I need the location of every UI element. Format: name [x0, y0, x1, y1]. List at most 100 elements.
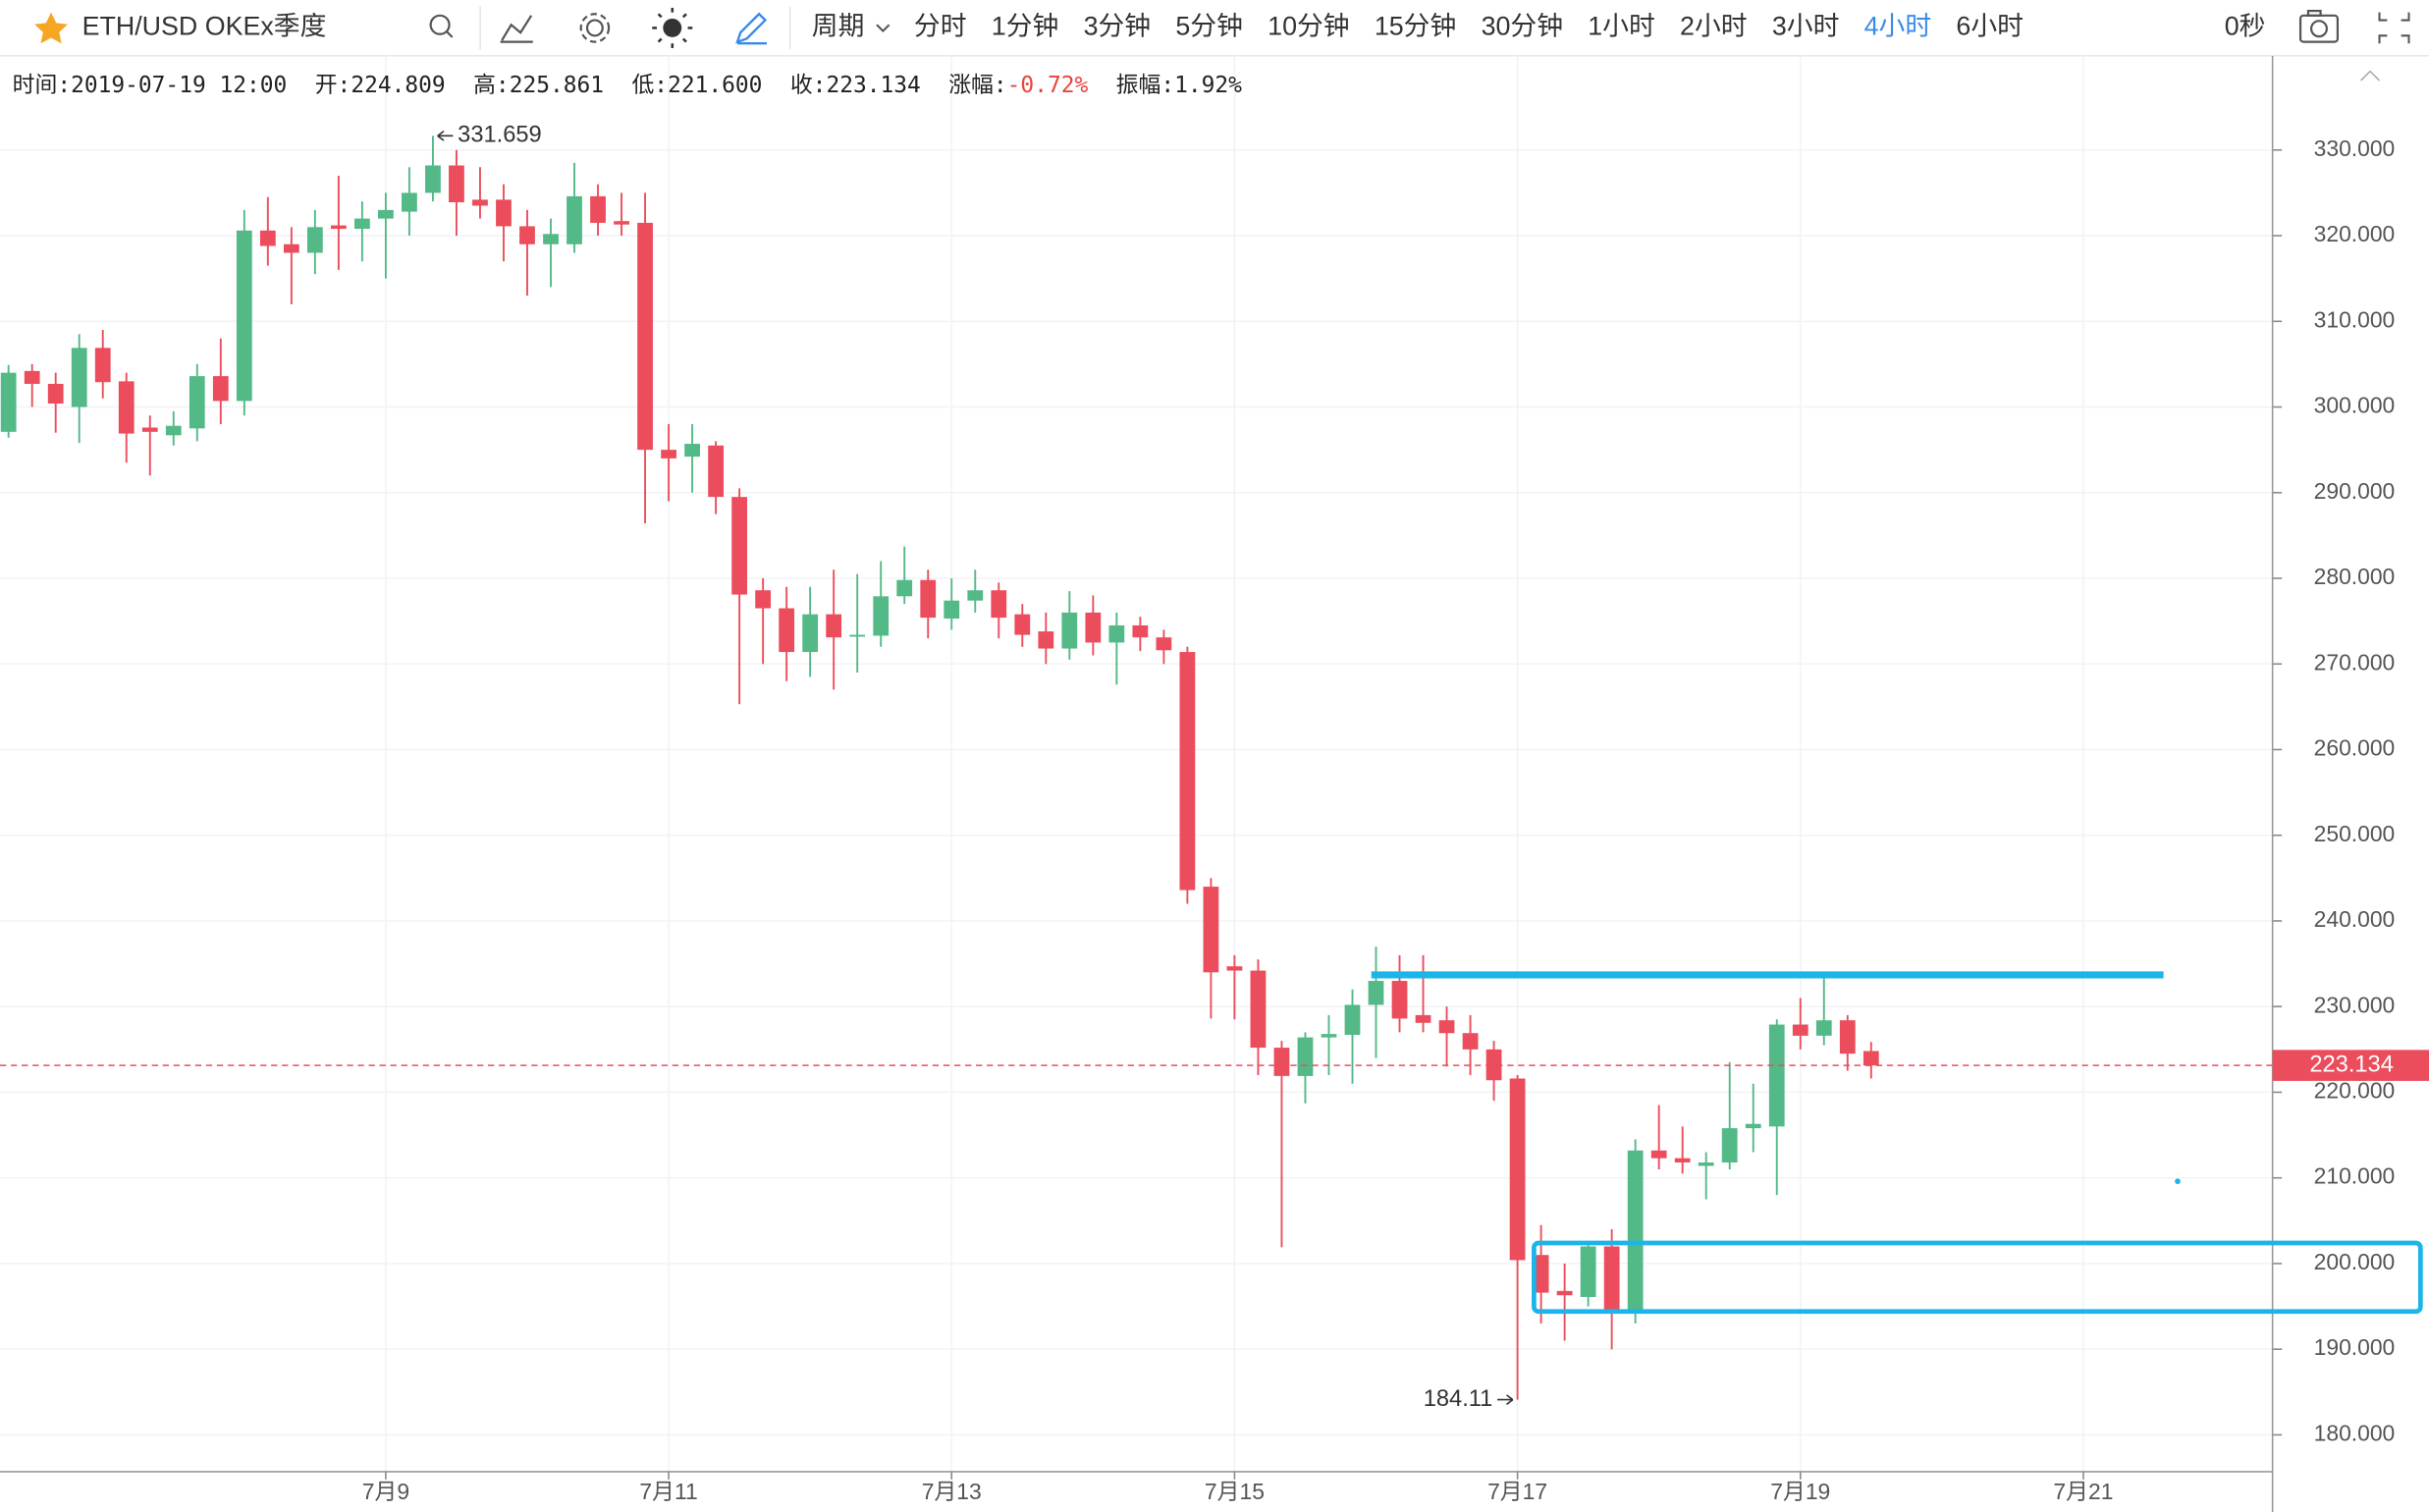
candle-body — [567, 195, 582, 244]
settings-icon[interactable] — [579, 13, 611, 43]
info-value: -0.72% — [1007, 72, 1089, 97]
last-price-label: 223.134 — [2309, 1052, 2394, 1077]
candle-body — [991, 590, 1007, 619]
info-field: 振幅:1.92% — [1116, 72, 1243, 97]
candle-body — [614, 221, 629, 225]
candle-body — [1273, 1048, 1290, 1076]
interval-option[interactable]: 5分钟 — [1175, 12, 1243, 41]
fullscreen-icon[interactable] — [2378, 12, 2410, 44]
y-tick-label: 260.000 — [2314, 735, 2396, 761]
candle-body — [1226, 966, 1243, 971]
plot-area: 180.000 190.000 200.000 210.000 220.000 230.0… — [0, 55, 2429, 1512]
info-field: 开:224.809 — [315, 72, 446, 97]
x-tick-label: 7月15 — [1205, 1479, 1265, 1504]
interval-option[interactable]: 6小时 — [1956, 12, 2024, 41]
x-tick-label: 7月21 — [2053, 1479, 2113, 1504]
y-tick-label: 280.000 — [2314, 564, 2396, 589]
info-label: 低: — [631, 72, 668, 97]
info-label: 高: — [473, 72, 510, 97]
candle-body — [165, 425, 182, 436]
countdown: 0秒 — [2225, 12, 2266, 41]
candle-body — [967, 590, 984, 601]
snapshot-icon[interactable] — [2298, 9, 2340, 43]
candle-body — [519, 226, 535, 244]
candle-body — [1580, 1246, 1596, 1297]
annotation-label: 331.659 — [458, 123, 542, 148]
x-tick-label: 7月13 — [922, 1479, 982, 1504]
interval-option[interactable]: 2小时 — [1680, 12, 1748, 41]
candle-body — [1108, 624, 1125, 643]
y-tick-label: 220.000 — [2314, 1078, 2396, 1104]
x-tick-label: 7月19 — [1770, 1479, 1830, 1504]
interval-option[interactable]: 30分钟 — [1482, 12, 1563, 41]
candle-body — [1391, 981, 1408, 1019]
candle-body — [637, 222, 653, 451]
info-field: 时间:2019-07-19 12:00 — [13, 72, 288, 97]
candle-body — [590, 195, 606, 223]
candle-body — [873, 596, 890, 636]
interval-option[interactable]: 15分钟 — [1375, 12, 1456, 41]
interval-option[interactable]: 4小时 — [1864, 12, 1932, 41]
chevron — [876, 24, 891, 33]
drawing-point — [2175, 1178, 2181, 1185]
candle-body — [826, 614, 842, 638]
interval-option[interactable]: 分时 — [914, 12, 967, 41]
y-tick-label: 270.000 — [2314, 649, 2396, 675]
candle-body — [1462, 1033, 1479, 1050]
interval-option[interactable]: 3分钟 — [1084, 12, 1152, 41]
extreme-annotation: 184.11 — [1424, 1386, 1514, 1412]
candle-body — [189, 376, 205, 429]
info-label: 时间: — [13, 72, 71, 97]
info-field: 高:225.861 — [473, 72, 604, 97]
symbol[interactable]: ETH/USD OKEx季度 — [82, 12, 327, 41]
candle-body — [1132, 624, 1149, 638]
y-tick-label: 310.000 — [2314, 306, 2396, 332]
last-price-tag — [2272, 1050, 2429, 1081]
candle-body — [1698, 1162, 1714, 1166]
info-label: 涨幅: — [948, 72, 1006, 97]
candle-body — [684, 444, 700, 458]
candle-body — [0, 372, 17, 432]
y-tick-label: 190.000 — [2314, 1334, 2396, 1360]
scroll-indicator — [2360, 70, 2381, 81]
info-value: 2019-07-19 12:00 — [71, 72, 287, 97]
candle-body — [1179, 652, 1196, 891]
interval-option[interactable]: 1分钟 — [992, 12, 1059, 41]
arrow — [1497, 1394, 1514, 1405]
candle-body — [1815, 1020, 1832, 1036]
y-tick-label: 300.000 — [2314, 393, 2396, 418]
candle-body — [1415, 1014, 1431, 1023]
candle-body — [1674, 1158, 1691, 1163]
draw-icon[interactable] — [735, 12, 768, 45]
indicator-icon[interactable] — [500, 15, 533, 43]
interval-option[interactable]: 1小时 — [1588, 12, 1655, 41]
toolbar: ETH/USD OKEx季度 周期 分时 1分钟 3分钟 5分钟 10分钟 15分钟 30分… — [0, 6, 2429, 57]
info-value: 1.92% — [1174, 72, 1242, 97]
y-tick-label: 330.000 — [2314, 135, 2396, 161]
candle-body — [802, 614, 819, 653]
info-field: 收:223.134 — [790, 72, 921, 97]
candle-body — [543, 234, 559, 244]
candle-body — [1862, 1051, 1879, 1066]
theme-icon[interactable] — [652, 7, 693, 48]
candle-body — [779, 608, 795, 653]
x-tick-label: 7月9 — [362, 1479, 409, 1504]
candle-body — [1085, 612, 1102, 643]
favorite-icon[interactable] — [34, 12, 68, 44]
candle-body — [354, 218, 370, 230]
candle-body — [1014, 614, 1031, 635]
candle-body — [1297, 1037, 1314, 1076]
candle-body — [1792, 1024, 1808, 1036]
candle-body — [1509, 1078, 1526, 1261]
x-tick-label: 7月17 — [1487, 1479, 1547, 1504]
search-icon[interactable] — [429, 14, 454, 38]
candle-body — [378, 209, 394, 219]
info-label: 收: — [790, 72, 827, 97]
candle-body — [212, 376, 229, 402]
interval-option[interactable]: 3小时 — [1772, 12, 1840, 41]
candle-body — [118, 381, 135, 434]
period-menu[interactable]: 周期 — [812, 12, 865, 41]
candle-body — [306, 227, 323, 253]
candle-body — [755, 590, 772, 609]
interval-option[interactable]: 10分钟 — [1268, 12, 1349, 41]
